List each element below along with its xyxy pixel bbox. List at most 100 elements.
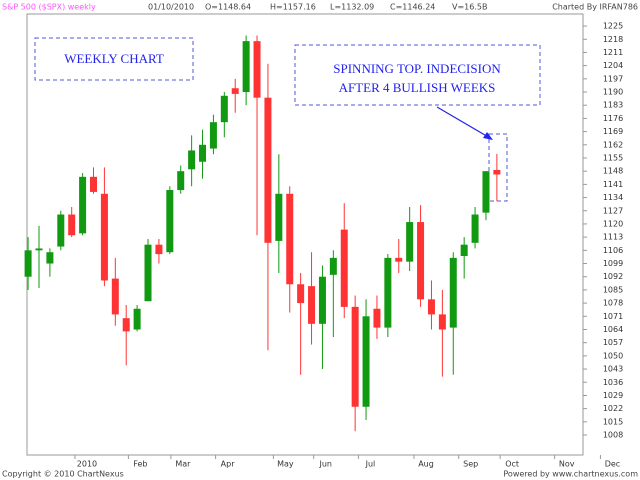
candle-body bbox=[438, 314, 446, 330]
y-tick-label: 1022 bbox=[603, 404, 623, 413]
close: C=1146.24 bbox=[390, 3, 435, 12]
candle-body bbox=[199, 144, 207, 162]
copyright: Copyright © 2010 ChartNexus bbox=[2, 470, 124, 479]
candle-body bbox=[286, 193, 294, 285]
candle-body bbox=[231, 88, 239, 94]
candle-body bbox=[318, 276, 326, 324]
annotation-box bbox=[34, 37, 194, 81]
candle-body bbox=[297, 284, 305, 304]
y-tick-label: 1050 bbox=[603, 351, 623, 360]
high: H=1157.16 bbox=[270, 3, 316, 12]
low: L=1132.09 bbox=[330, 3, 374, 12]
candle-body bbox=[100, 193, 108, 281]
y-tick-label: 1204 bbox=[603, 61, 623, 70]
candle-body bbox=[449, 257, 457, 328]
y-tick-label: 1085 bbox=[603, 285, 623, 294]
y-tick-label: 1120 bbox=[603, 219, 623, 228]
y-tick-label: 1134 bbox=[603, 193, 623, 202]
plot-frame bbox=[26, 13, 584, 456]
y-tick-label: 1092 bbox=[603, 272, 623, 281]
y-tick-label: 1099 bbox=[603, 259, 623, 268]
y-tick-label: 1078 bbox=[603, 299, 623, 308]
x-tick-label: Oct bbox=[505, 460, 519, 469]
candle-body bbox=[24, 250, 32, 277]
highlight-box bbox=[488, 133, 508, 202]
candle-body bbox=[155, 244, 163, 255]
candle-body bbox=[68, 214, 76, 236]
powered: Powered by www.chartnexus.com bbox=[503, 470, 638, 479]
candle-body bbox=[57, 214, 65, 247]
annotation: SPINNING TOP. INDECISION bbox=[333, 61, 501, 76]
open: O=1148.64 bbox=[205, 3, 251, 12]
y-tick-label: 1113 bbox=[603, 233, 623, 242]
candle-body bbox=[177, 171, 185, 191]
candle-body bbox=[373, 308, 381, 328]
candle-body bbox=[395, 257, 403, 262]
candle-body bbox=[166, 190, 174, 253]
y-tick-label: 1148 bbox=[603, 167, 623, 176]
x-tick-label: Aug bbox=[418, 460, 434, 469]
candle-body bbox=[209, 122, 217, 149]
candle-body bbox=[46, 252, 54, 264]
x-tick-label: Nov bbox=[559, 460, 575, 469]
candle-body bbox=[384, 257, 392, 328]
candle-body bbox=[417, 222, 425, 300]
date: 01/10/2010 bbox=[148, 3, 194, 12]
y-tick-label: 1036 bbox=[603, 378, 623, 387]
y-tick-label: 1043 bbox=[603, 365, 623, 374]
candle-body bbox=[493, 169, 501, 175]
y-tick-label: 1183 bbox=[603, 101, 623, 110]
symbol: S&P 500 ($SPX) weekly bbox=[2, 3, 96, 12]
candle-body bbox=[90, 176, 98, 192]
candle-body bbox=[188, 150, 196, 170]
y-tick-label: 1211 bbox=[603, 48, 623, 57]
y-tick-label: 1015 bbox=[603, 417, 623, 426]
y-tick-label: 1176 bbox=[603, 114, 623, 123]
annotation: AFTER 4 BULLISH WEEKS bbox=[339, 80, 496, 95]
candle-body bbox=[340, 229, 348, 307]
x-tick-label: Jul bbox=[365, 460, 376, 469]
x-tick-label: 2010 bbox=[77, 460, 97, 469]
y-tick-label: 1155 bbox=[603, 153, 623, 162]
y-tick-label: 1162 bbox=[603, 140, 623, 149]
y-tick-label: 1029 bbox=[603, 391, 623, 400]
x-tick-label: Feb bbox=[133, 460, 147, 469]
y-tick-label: 1225 bbox=[603, 22, 623, 31]
volume: V=16.5B bbox=[452, 3, 487, 12]
candle-body bbox=[79, 176, 87, 234]
candle-body bbox=[242, 41, 250, 93]
candle-body bbox=[35, 248, 43, 251]
annotation: WEEKLY CHART bbox=[64, 51, 164, 66]
y-tick-label: 1008 bbox=[603, 431, 623, 440]
candle-body bbox=[362, 316, 370, 407]
candle-body bbox=[144, 244, 152, 302]
x-tick-label: Sep bbox=[463, 460, 478, 469]
y-tick-label: 1127 bbox=[603, 206, 623, 215]
candle-body bbox=[482, 171, 490, 213]
x-tick-label: Dec bbox=[605, 460, 620, 469]
y-tick-label: 1071 bbox=[603, 312, 623, 321]
candle-body bbox=[471, 214, 479, 243]
credit: Charted By IRFAN786 bbox=[552, 3, 638, 12]
y-tick-label: 1057 bbox=[603, 338, 623, 347]
annotation-box bbox=[294, 44, 541, 106]
candle-body bbox=[308, 286, 316, 324]
candle-body bbox=[220, 95, 228, 123]
candle-body bbox=[264, 97, 272, 243]
y-tick-label: 1064 bbox=[603, 325, 623, 334]
candle-body bbox=[275, 193, 283, 241]
candle-body bbox=[460, 244, 468, 256]
x-tick-label: Jun bbox=[318, 460, 332, 469]
candle-body bbox=[133, 308, 141, 330]
candle-body bbox=[122, 318, 130, 332]
x-tick-label: Mar bbox=[175, 460, 191, 469]
candle-body bbox=[351, 306, 359, 407]
y-tick-label: 1141 bbox=[603, 180, 623, 189]
y-tick-label: 1106 bbox=[603, 246, 623, 255]
y-tick-label: 1197 bbox=[603, 74, 623, 83]
candle-body bbox=[253, 41, 261, 98]
y-tick-label: 1218 bbox=[603, 35, 623, 44]
candle-body bbox=[406, 222, 414, 262]
candle-body bbox=[427, 299, 435, 315]
